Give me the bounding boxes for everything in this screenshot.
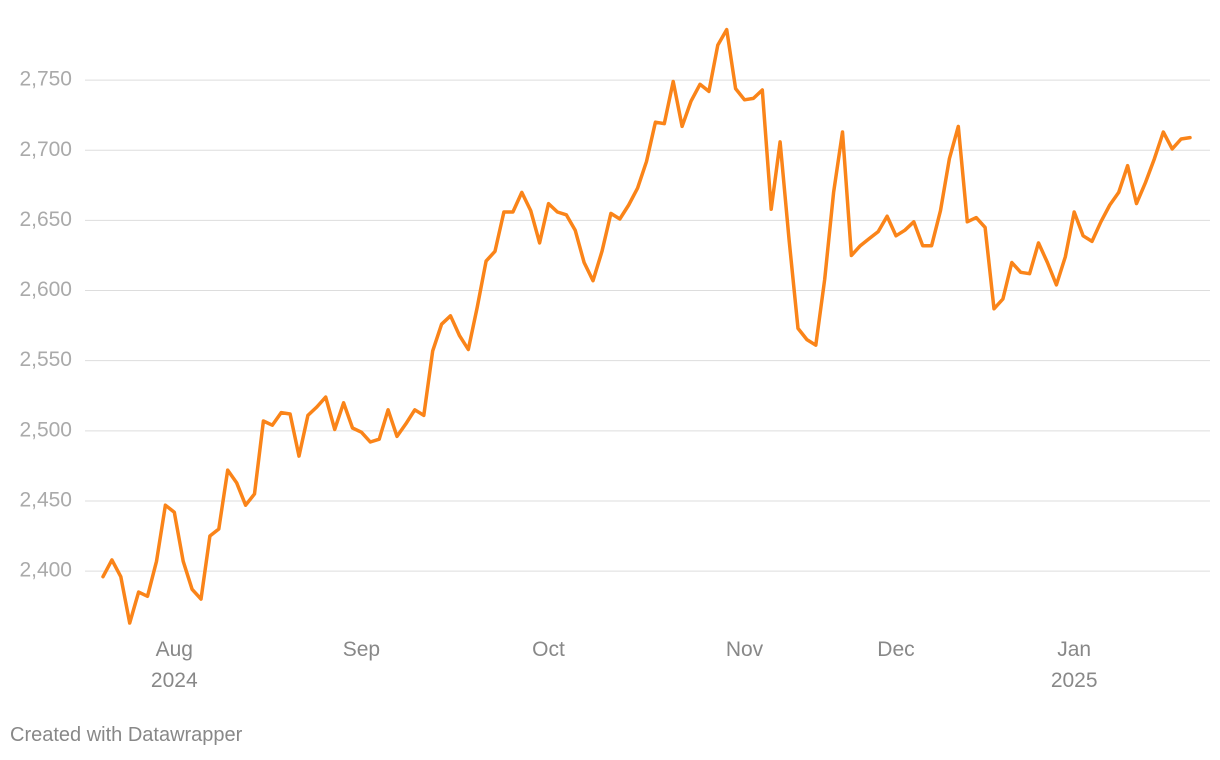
x-tick-label: Sep <box>342 638 381 661</box>
y-tick-label: 2,400 <box>19 559 72 582</box>
y-tick-label: 2,600 <box>19 278 72 301</box>
credit: Created with Datawrapper <box>10 724 243 746</box>
x-tick-label: Aug 2024 <box>150 638 198 692</box>
y-tick-label: 2,700 <box>19 138 72 161</box>
x-tick-label: Dec <box>877 638 915 661</box>
y-tick-label: 2,500 <box>19 418 72 441</box>
y-tick-label: 2,450 <box>19 488 72 511</box>
line <box>101 27 1192 625</box>
y-tick-label: 2,550 <box>19 348 72 371</box>
y-tick-label: 2,650 <box>19 208 72 231</box>
x-tick-label: Jan 2025 <box>1050 638 1098 692</box>
y-tick-label: 2,750 <box>19 68 72 91</box>
x-tick-label: Oct <box>532 638 565 661</box>
plot: 2,400 2,450 2,500 2,550 2,600 2,650 2,700 2,750 <box>19 27 1210 625</box>
x-tick-label: Nov <box>725 638 764 661</box>
